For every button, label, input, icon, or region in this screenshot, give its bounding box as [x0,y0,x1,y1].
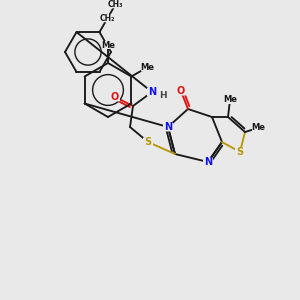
Text: CH₃: CH₃ [108,0,123,9]
Text: N: N [148,87,156,97]
Text: S: S [144,137,152,147]
FancyBboxPatch shape [147,88,157,97]
FancyBboxPatch shape [141,64,153,71]
Text: H: H [159,91,167,100]
Text: S: S [236,147,244,157]
Text: Me: Me [101,40,115,50]
Text: Me: Me [251,124,265,133]
FancyBboxPatch shape [143,137,153,146]
FancyBboxPatch shape [109,0,122,8]
FancyBboxPatch shape [163,122,173,131]
Text: N: N [204,157,212,167]
FancyBboxPatch shape [100,14,115,22]
FancyBboxPatch shape [102,41,114,49]
FancyBboxPatch shape [110,92,120,101]
Text: N: N [164,122,172,132]
Text: Me: Me [140,63,154,72]
FancyBboxPatch shape [176,86,186,95]
FancyBboxPatch shape [235,148,245,157]
Text: CH₂: CH₂ [100,14,115,23]
Text: O: O [111,92,119,102]
FancyBboxPatch shape [157,91,165,99]
FancyBboxPatch shape [252,124,264,132]
Text: Me: Me [223,95,237,104]
FancyBboxPatch shape [203,158,213,166]
Text: O: O [177,86,185,96]
FancyBboxPatch shape [224,96,236,104]
